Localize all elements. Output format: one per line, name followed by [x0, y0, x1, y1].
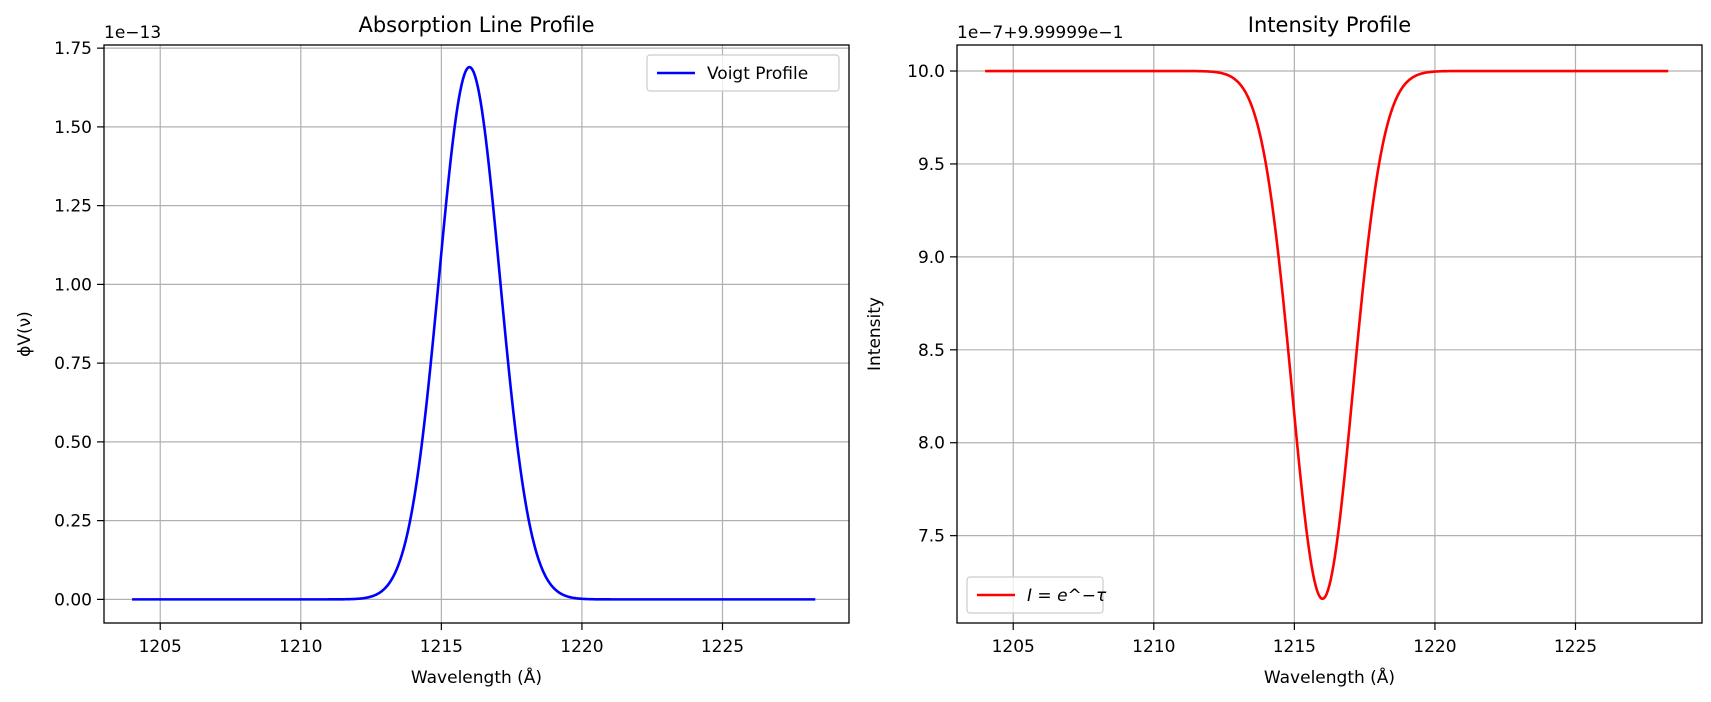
y-axis-label: Intensity — [865, 297, 885, 371]
y-tick-label: 8.5 — [918, 341, 945, 361]
x-tick-label: 1205 — [992, 637, 1035, 657]
axes-frame — [956, 44, 1703, 624]
y-tick-label: 7.5 — [918, 527, 945, 547]
legend-frame — [966, 576, 1104, 614]
y-tick-label: 1.75 — [54, 39, 92, 59]
legend-frame — [646, 54, 840, 92]
chart-title: Intensity Profile — [1248, 13, 1411, 37]
grid — [957, 45, 1702, 623]
intensity-profile-chart: 1205 1210 1215 1220 1225 7.5 8.0 8.5 9.0 9.5 10.0 I… — [865, 13, 1703, 688]
x-tick-label: 1215 — [1273, 637, 1316, 657]
x-tick-label: 1210 — [1132, 637, 1175, 657]
axis-offset-label: 1e−13 — [104, 23, 161, 43]
x-tick-label: 1215 — [420, 637, 463, 657]
x-tick-label: 1205 — [139, 637, 182, 657]
legend: Voigt Profile — [646, 54, 840, 92]
series-line-intensity — [985, 69, 1669, 601]
absorption-line-chart: 1205 1210 1215 1220 1225 0.00 0.25 0.50 0.75 1.00… — [15, 13, 850, 688]
y-tick-label: 0.25 — [54, 512, 92, 532]
x-tick-label: 1220 — [1413, 637, 1456, 657]
y-tick-label: 1.00 — [54, 275, 92, 295]
x-tick-label: 1220 — [560, 637, 603, 657]
legend-label: Voigt Profile — [707, 64, 808, 84]
x-tick-label: 1225 — [701, 637, 744, 657]
grid — [104, 45, 849, 623]
x-tick-label: 1210 — [279, 637, 322, 657]
chart-title: Absorption Line Profile — [358, 13, 594, 37]
y-tick-label: 10.0 — [907, 62, 945, 82]
y-tick-label: 0.75 — [54, 354, 92, 374]
y-tick-label: 0.00 — [54, 590, 92, 610]
y-tick-label: 1.25 — [54, 197, 92, 217]
series-line-voigt-profile — [132, 65, 816, 601]
x-tick-label: 1225 — [1554, 637, 1597, 657]
legend: I = e^−τ — [966, 576, 1107, 614]
x-axis-label: Wavelength (Å) — [1264, 666, 1395, 688]
axis-offset-label: 1e−7+9.99999e−1 — [957, 23, 1123, 43]
y-tick-label: 8.0 — [918, 434, 945, 454]
x-axis-label: Wavelength (Å) — [411, 666, 542, 688]
y-tick-label: 9.0 — [918, 248, 945, 268]
axes-frame — [103, 44, 850, 624]
y-tick-label: 0.50 — [54, 433, 92, 453]
legend-label: I = e^−τ — [1027, 586, 1107, 606]
y-tick-label: 9.5 — [918, 155, 945, 175]
y-axis-label: ϕV(ν) — [15, 311, 35, 357]
y-tick-label: 1.50 — [54, 118, 92, 138]
